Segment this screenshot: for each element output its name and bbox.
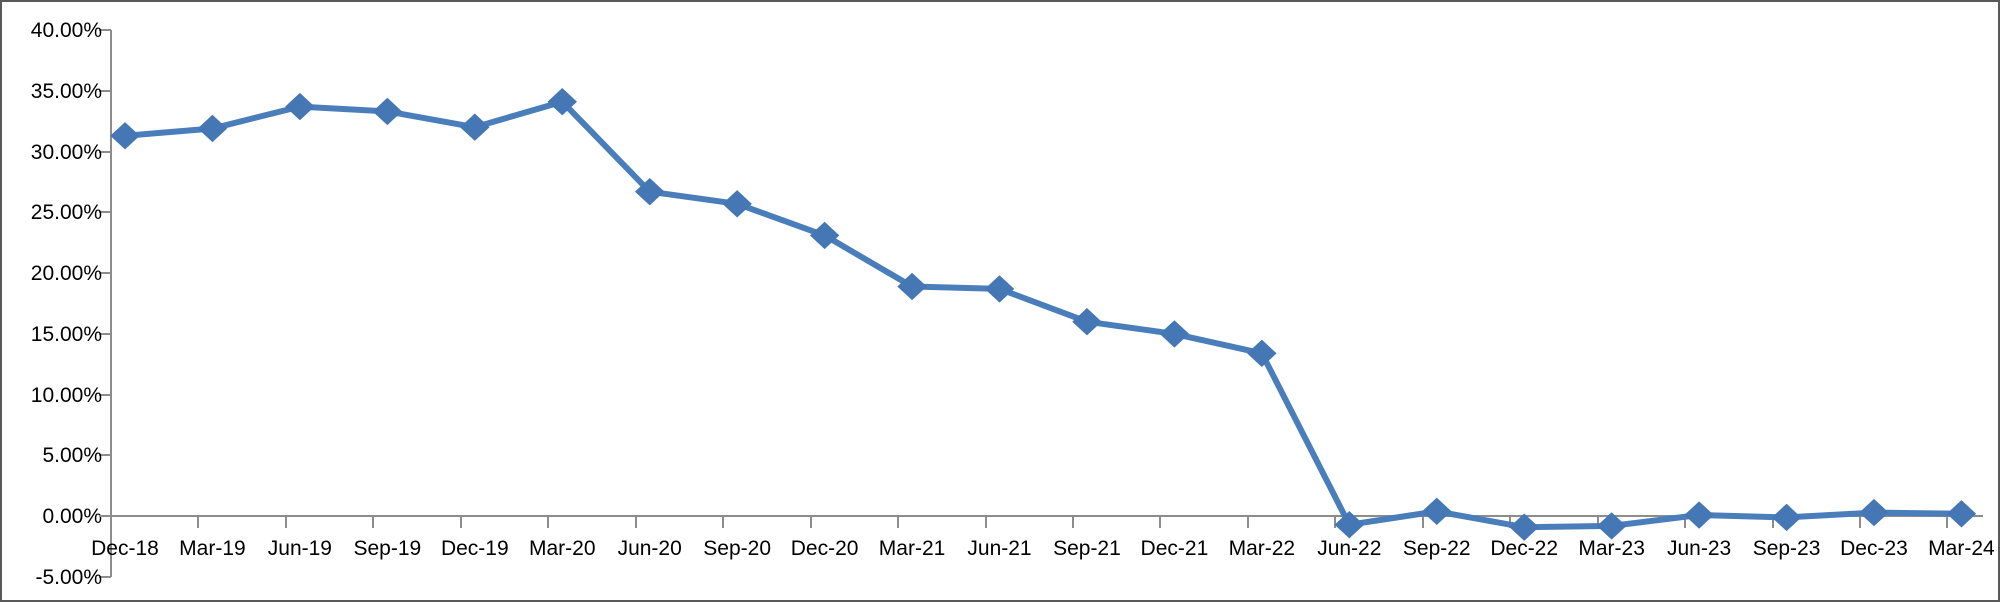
y-axis-tick-label: 0.00% bbox=[42, 505, 102, 528]
x-axis-tick-label: Dec-18 bbox=[91, 537, 159, 560]
y-axis-tick-label: 30.00% bbox=[31, 141, 102, 164]
x-axis-tick-label: Dec-23 bbox=[1840, 537, 1908, 560]
x-axis-tick-label: Dec-21 bbox=[1141, 537, 1209, 560]
y-axis-tick-label: 35.00% bbox=[31, 80, 102, 103]
x-axis-tick-label: Jun-21 bbox=[967, 537, 1031, 560]
x-axis-tick-label: Dec-22 bbox=[1490, 537, 1558, 560]
x-axis-tick-label: Mar-23 bbox=[1578, 537, 1645, 560]
y-axis-tick-label: 20.00% bbox=[31, 262, 102, 285]
data-point-marker bbox=[1596, 512, 1627, 540]
data-point-marker bbox=[1771, 503, 1802, 532]
series-line bbox=[122, 98, 1965, 531]
data-point-marker bbox=[197, 114, 228, 143]
data-point-marker bbox=[1422, 497, 1452, 526]
data-point-marker bbox=[1334, 511, 1365, 539]
y-axis-tick-label: 25.00% bbox=[31, 201, 102, 224]
x-axis-tick-label: Mar-21 bbox=[879, 537, 946, 560]
data-point-marker bbox=[1159, 320, 1190, 348]
x-axis-tick-label: Mar-24 bbox=[1928, 537, 1995, 560]
data-point-marker bbox=[1509, 513, 1539, 541]
x-axis-tick-label: Sep-19 bbox=[353, 537, 421, 560]
data-point-marker bbox=[1247, 339, 1277, 368]
x-axis-tick-label: Dec-19 bbox=[441, 537, 509, 560]
x-axis-tick-label: Mar-20 bbox=[529, 537, 596, 560]
x-axis-tick-label: Jun-19 bbox=[268, 537, 332, 560]
y-axis-tick-label: 5.00% bbox=[42, 444, 102, 467]
x-axis-tick-label: Mar-22 bbox=[1229, 537, 1296, 560]
data-point-marker bbox=[1859, 498, 1889, 527]
x-axis-tick-label: Sep-22 bbox=[1403, 537, 1471, 560]
y-axis-tick-label: 40.00% bbox=[31, 19, 102, 42]
y-axis-tick-label: 15.00% bbox=[31, 323, 102, 346]
data-point-marker bbox=[809, 221, 840, 250]
x-axis-tick-label: Jun-23 bbox=[1667, 537, 1731, 560]
y-axis-tick-label: 10.00% bbox=[31, 384, 102, 407]
data-point-marker bbox=[547, 88, 577, 116]
x-axis-tick-label: Jun-22 bbox=[1317, 537, 1381, 560]
data-point-marker bbox=[110, 122, 140, 150]
x-axis-tick-label: Sep-23 bbox=[1753, 537, 1821, 560]
data-point-marker bbox=[1946, 500, 1977, 528]
data-point-marker bbox=[984, 275, 1015, 303]
data-point-marker bbox=[460, 113, 490, 141]
x-axis-tick-label: Sep-21 bbox=[1053, 537, 1121, 560]
x-axis-tick-label: Sep-20 bbox=[703, 537, 771, 560]
x-axis-tick-label: Mar-19 bbox=[179, 537, 246, 560]
data-point-marker bbox=[722, 190, 752, 218]
data-point-marker bbox=[1684, 501, 1714, 529]
y-axis-tick-label: -5.00% bbox=[35, 566, 102, 589]
data-point-marker bbox=[1072, 308, 1102, 336]
data-point-marker bbox=[372, 97, 403, 126]
x-axis-tick-label: Jun-20 bbox=[618, 537, 682, 560]
x-axis-tick-label: Dec-20 bbox=[791, 537, 859, 560]
data-point-marker bbox=[634, 177, 665, 206]
data-point-marker bbox=[897, 272, 927, 301]
data-point-marker bbox=[285, 92, 315, 121]
